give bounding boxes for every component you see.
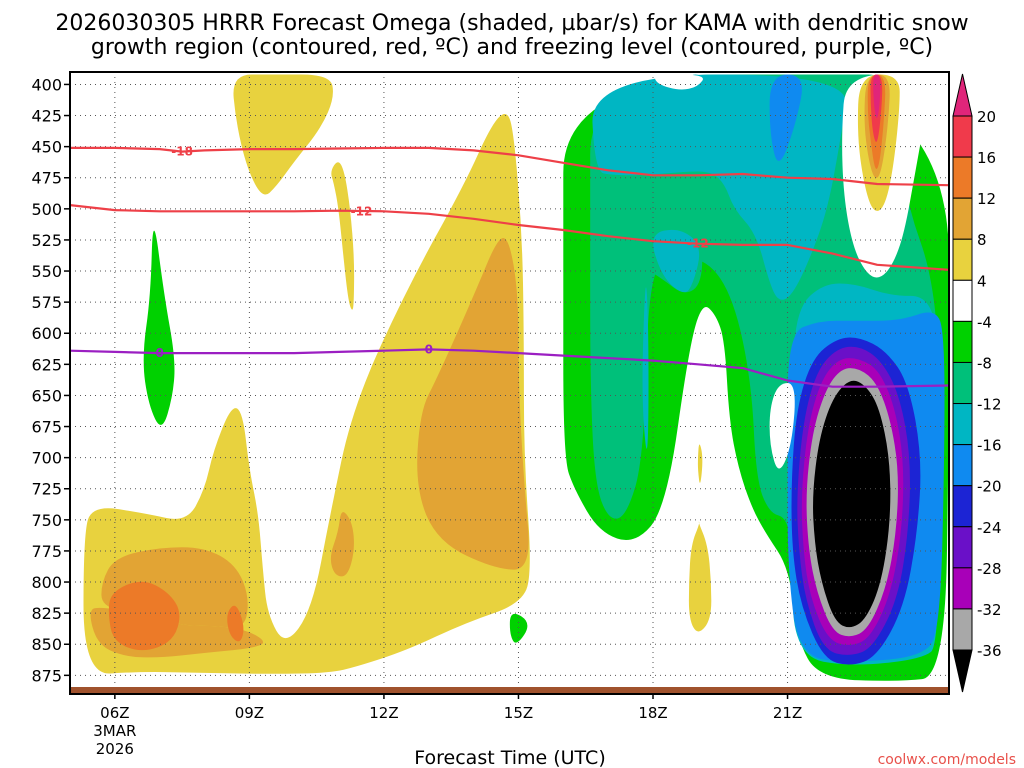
- contour-label-0: 0: [156, 346, 164, 360]
- omega-region-2: [331, 162, 355, 310]
- omega-region-8: [330, 512, 354, 577]
- colorbar-bin: [952, 361, 973, 405]
- omega-region-7: [417, 237, 529, 570]
- colorbar-bin: [952, 320, 973, 363]
- colorbar-bin: [952, 444, 973, 487]
- omega-region-0: [83, 113, 530, 674]
- omega-region-18: [642, 287, 649, 449]
- title-line-1: 2026030305 HRRR Forecast Omega (shaded, …: [55, 11, 968, 36]
- y-tick-label: 775: [31, 542, 62, 561]
- colorbar: 20 16 12 8 4 -4 -8 -12 -16 -20 -24 -28 -32 -36: [952, 73, 1002, 693]
- credit-text: coolwx.com/models: [878, 752, 1016, 768]
- omega-shading: [83, 74, 949, 681]
- y-tick-label: 400: [31, 75, 62, 94]
- colorbar-label: -8: [977, 354, 992, 372]
- y-tick-label: 850: [31, 635, 62, 654]
- y-tick-label: 875: [31, 666, 62, 685]
- colorbar-label: -16: [977, 437, 1002, 455]
- colorbar-label: -32: [977, 601, 1002, 619]
- y-tick-label: 550: [31, 262, 62, 281]
- y-tick-label: 750: [31, 511, 62, 530]
- x-tick-label: 09Z: [235, 704, 264, 722]
- colorbar-bin: [952, 115, 973, 158]
- y-tick-label: 525: [31, 231, 62, 250]
- omega-region-1: [233, 74, 333, 195]
- contour-label--12: -12: [687, 237, 709, 251]
- colorbar-label: 4: [977, 272, 987, 290]
- omega-region-35: [655, 74, 703, 90]
- plot-grid: [70, 72, 949, 694]
- x-year-label: 2026: [96, 740, 134, 758]
- omega-region-3: [688, 521, 712, 632]
- y-tick-label: 475: [31, 169, 62, 188]
- colorbar-bin: [952, 485, 973, 528]
- contour-label--12: -12: [351, 204, 373, 218]
- colorbar-label: 8: [977, 231, 987, 249]
- y-tick-label: 700: [31, 449, 62, 468]
- colorbar-bin: [952, 526, 973, 569]
- colorbar-label: -28: [977, 560, 1002, 578]
- x-tick-label: 21Z: [773, 704, 802, 722]
- surface-band: [70, 687, 949, 694]
- y-tick-label: 450: [31, 138, 62, 157]
- omega-region-34: [873, 74, 881, 119]
- omega-region-9: [108, 581, 180, 651]
- colorbar-label: 20: [977, 108, 996, 126]
- colorbar-label: 16: [977, 149, 996, 167]
- colorbar-bin: [952, 197, 973, 240]
- colorbar-bin: [952, 279, 973, 322]
- y-tick-label: 725: [31, 480, 62, 499]
- contour-line--12: [70, 204, 949, 271]
- x-tick-label: 18Z: [638, 704, 667, 722]
- x-tick-label: 06Z: [100, 704, 129, 722]
- colorbar-label: -36: [977, 642, 1002, 660]
- omega-region-17: [653, 229, 700, 293]
- colorbar-bottom-arrow: [952, 649, 973, 693]
- colorbar-bin: [952, 156, 973, 199]
- y-tick-label: 600: [31, 324, 62, 343]
- x-date-label: 3MAR: [93, 722, 136, 740]
- colorbar-label: -4: [977, 313, 992, 331]
- colorbar-label: 12: [977, 190, 996, 208]
- contour-line-0: [70, 348, 949, 388]
- colorbar-bin: [952, 403, 973, 446]
- title-line-2: growth region (contoured, red, ºC) and f…: [91, 35, 933, 60]
- colorbar-label: -12: [977, 396, 1002, 414]
- omega-region-13: [509, 613, 528, 643]
- colorbar-bin: [952, 567, 973, 610]
- contour-label-0: 0: [425, 342, 433, 356]
- x-tick-label: 15Z: [504, 704, 533, 722]
- colorbar-bin: [952, 608, 973, 651]
- omega-region-4: [697, 444, 703, 483]
- contour-label--18: -18: [171, 145, 193, 159]
- x-tick-label: 12Z: [369, 704, 398, 722]
- y-tick-label: 575: [31, 293, 62, 312]
- omega-region-21: [769, 74, 802, 161]
- omega-region-27: [813, 380, 891, 628]
- y-tick-label: 675: [31, 418, 62, 437]
- colorbar-label: -24: [977, 519, 1002, 537]
- colorbar-bin: [952, 238, 973, 281]
- omega-region-12: [143, 230, 175, 425]
- y-tick-label: 425: [31, 107, 62, 126]
- omega-region-36: [769, 383, 795, 469]
- y-tick-label: 625: [31, 355, 62, 374]
- omega-region-10: [227, 605, 244, 642]
- y-axis: 400 425 450 475 500 525 550 575 600 625 650 675 700 7…: [31, 75, 70, 685]
- contour-line--18: [70, 146, 949, 187]
- y-tick-label: 800: [31, 573, 62, 592]
- colorbar-label: -20: [977, 478, 1002, 496]
- plot-area: -18 -12 -12 0 0: [69, 71, 950, 695]
- x-axis-label: Forecast Time (UTC): [414, 747, 605, 768]
- plot-frame: [69, 71, 950, 695]
- y-tick-label: 825: [31, 604, 62, 623]
- temperature-contours: -18 -12 -12 0 0: [70, 145, 949, 388]
- omega-region-20: [686, 74, 711, 172]
- colorbar-top-arrow: [952, 73, 973, 117]
- y-tick-label: 500: [31, 200, 62, 219]
- y-tick-label: 650: [31, 386, 62, 405]
